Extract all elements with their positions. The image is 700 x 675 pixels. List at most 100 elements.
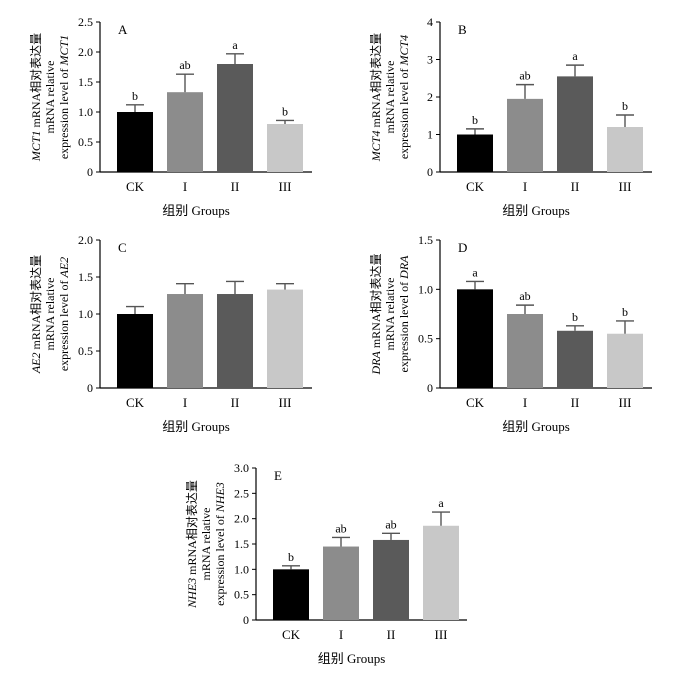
bar-i [507, 314, 543, 388]
significance-label: ab [179, 58, 190, 72]
y-tick-label: 1.0 [78, 307, 93, 321]
y-axis-title-line: expression level of MCT4 [397, 35, 411, 159]
x-tick-label: CK [126, 179, 145, 194]
y-tick-label: 0.5 [78, 344, 93, 358]
y-tick-label: 0.5 [78, 135, 93, 149]
bar-iii [607, 127, 643, 172]
panel-letter: E [274, 468, 282, 483]
x-tick-label: II [571, 395, 580, 410]
x-tick-label: II [231, 395, 240, 410]
significance-label: b [288, 550, 294, 564]
x-tick-label: I [183, 395, 187, 410]
x-tick-label: I [523, 179, 527, 194]
chart-panel-a: 0 0.5 1.0 1.5 2.0 2.5 Ab CK ab Ia II b III 组别 Groups M… [29, 15, 312, 218]
y-axis-title-line: AE2 mRNA相对表达量 [29, 255, 43, 374]
y-tick-label: 0.5 [418, 332, 433, 346]
x-tick-label: CK [466, 395, 485, 410]
panel-letter: B [458, 22, 467, 37]
y-axis-title-line: DRA mRNA相对表达量 [369, 254, 383, 376]
y-tick-label: 2.0 [78, 233, 93, 247]
x-tick-label: I [183, 179, 187, 194]
x-tick-label: CK [466, 179, 485, 194]
y-tick-label: 0 [87, 381, 93, 395]
significance-label: ab [335, 521, 346, 535]
bar-i [507, 98, 543, 172]
bar-ck [457, 134, 493, 172]
significance-label: a [438, 496, 444, 510]
y-axis-title-line: expression level of DRA [397, 255, 411, 373]
x-tick-label: III [619, 179, 632, 194]
bar-ck [273, 569, 309, 620]
y-tick-label: 2.5 [78, 15, 93, 29]
chart-panel-b: 0 1 2 3 4 Bb CK ab Ia II b III 组别 Groups MCT4 mRNA相对表… [369, 15, 652, 218]
bar-iii [267, 289, 303, 388]
y-tick-label: 2.0 [78, 45, 93, 59]
chart-panel-d: 0 0.5 1.0 1.5 Da CK ab Ib II b III 组别 Groups DRA mRN… [369, 233, 652, 434]
x-tick-label: I [523, 395, 527, 410]
significance-label: ab [519, 69, 530, 83]
bar-ck [117, 112, 153, 172]
significance-label: b [282, 104, 288, 118]
significance-label: ab [385, 517, 396, 531]
bar-ii [217, 64, 253, 172]
y-tick-label: 1.0 [418, 282, 433, 296]
panel-letter: D [458, 240, 467, 255]
y-axis-title-line: expression level of NHE3 [213, 482, 227, 606]
y-tick-label: 1.0 [78, 105, 93, 119]
x-axis-title: 组别 Groups [318, 651, 386, 666]
bar-i [323, 546, 359, 620]
x-tick-label: III [279, 395, 292, 410]
y-axis-title-line: expression level of AE2 [57, 257, 71, 371]
y-tick-label: 0 [87, 165, 93, 179]
bar-ii [217, 294, 253, 388]
y-axis-title-line: expression level of MCT1 [57, 35, 71, 159]
bar-ii [373, 539, 409, 620]
x-tick-label: CK [126, 395, 145, 410]
y-tick-label: 3 [427, 53, 433, 67]
significance-label: b [622, 305, 628, 319]
y-tick-label: 1.5 [78, 270, 93, 284]
y-tick-label: 3.0 [234, 461, 249, 475]
significance-label: a [572, 49, 578, 63]
x-tick-label: III [435, 627, 448, 642]
panel-letter: A [118, 22, 128, 37]
significance-label: b [472, 113, 478, 127]
y-tick-label: 2 [427, 90, 433, 104]
x-axis-title: 组别 Groups [162, 419, 230, 434]
x-tick-label: I [339, 627, 343, 642]
y-axis-title-line: mRNA relative [383, 278, 397, 351]
significance-label: b [622, 99, 628, 113]
y-tick-label: 1.5 [78, 75, 93, 89]
significance-label: b [572, 310, 578, 324]
panel-letter: C [118, 240, 127, 255]
significance-label: a [472, 265, 478, 279]
significance-label: b [132, 89, 138, 103]
y-tick-label: 1 [427, 128, 433, 142]
y-axis-title-line: MCT4 mRNA相对表达量 [369, 33, 383, 162]
y-tick-label: 0 [427, 165, 433, 179]
bar-ii [557, 76, 593, 172]
y-tick-label: 0.5 [234, 588, 249, 602]
x-tick-label: CK [282, 627, 301, 642]
bar-iii [423, 525, 459, 620]
x-axis-title: 组别 Groups [502, 203, 570, 218]
bar-iii [607, 333, 643, 388]
y-axis-title-line: NHE3 mRNA相对表达量 [185, 480, 199, 609]
y-axis-title-line: mRNA relative [199, 508, 213, 581]
bar-ii [557, 330, 593, 388]
y-tick-label: 2.5 [234, 486, 249, 500]
y-tick-label: 2.0 [234, 512, 249, 526]
y-tick-label: 0 [427, 381, 433, 395]
bar-i [167, 294, 203, 388]
bar-i [167, 92, 203, 172]
x-tick-label: III [619, 395, 632, 410]
x-axis-title: 组别 Groups [502, 419, 570, 434]
y-tick-label: 1.0 [234, 562, 249, 576]
y-axis-title-line: mRNA relative [383, 61, 397, 134]
y-axis-title-line: mRNA relative [43, 278, 57, 351]
y-tick-label: 4 [427, 15, 433, 29]
x-tick-label: II [571, 179, 580, 194]
x-tick-label: III [279, 179, 292, 194]
x-tick-label: II [231, 179, 240, 194]
